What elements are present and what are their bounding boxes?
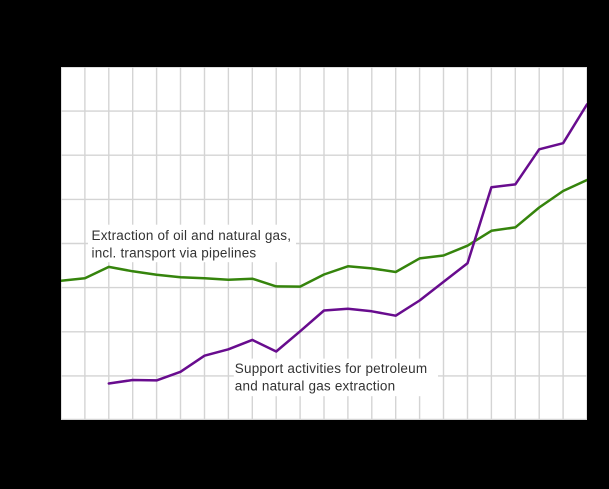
svg-text:Extraction of oil and natural: Extraction of oil and natural gas,: [92, 228, 292, 243]
svg-text:Support activities for petrole: Support activities for petroleum: [235, 361, 427, 376]
svg-text:and natural gas extraction: and natural gas extraction: [235, 379, 396, 394]
svg-text:incl. transport via pipelines: incl. transport via pipelines: [92, 246, 257, 261]
